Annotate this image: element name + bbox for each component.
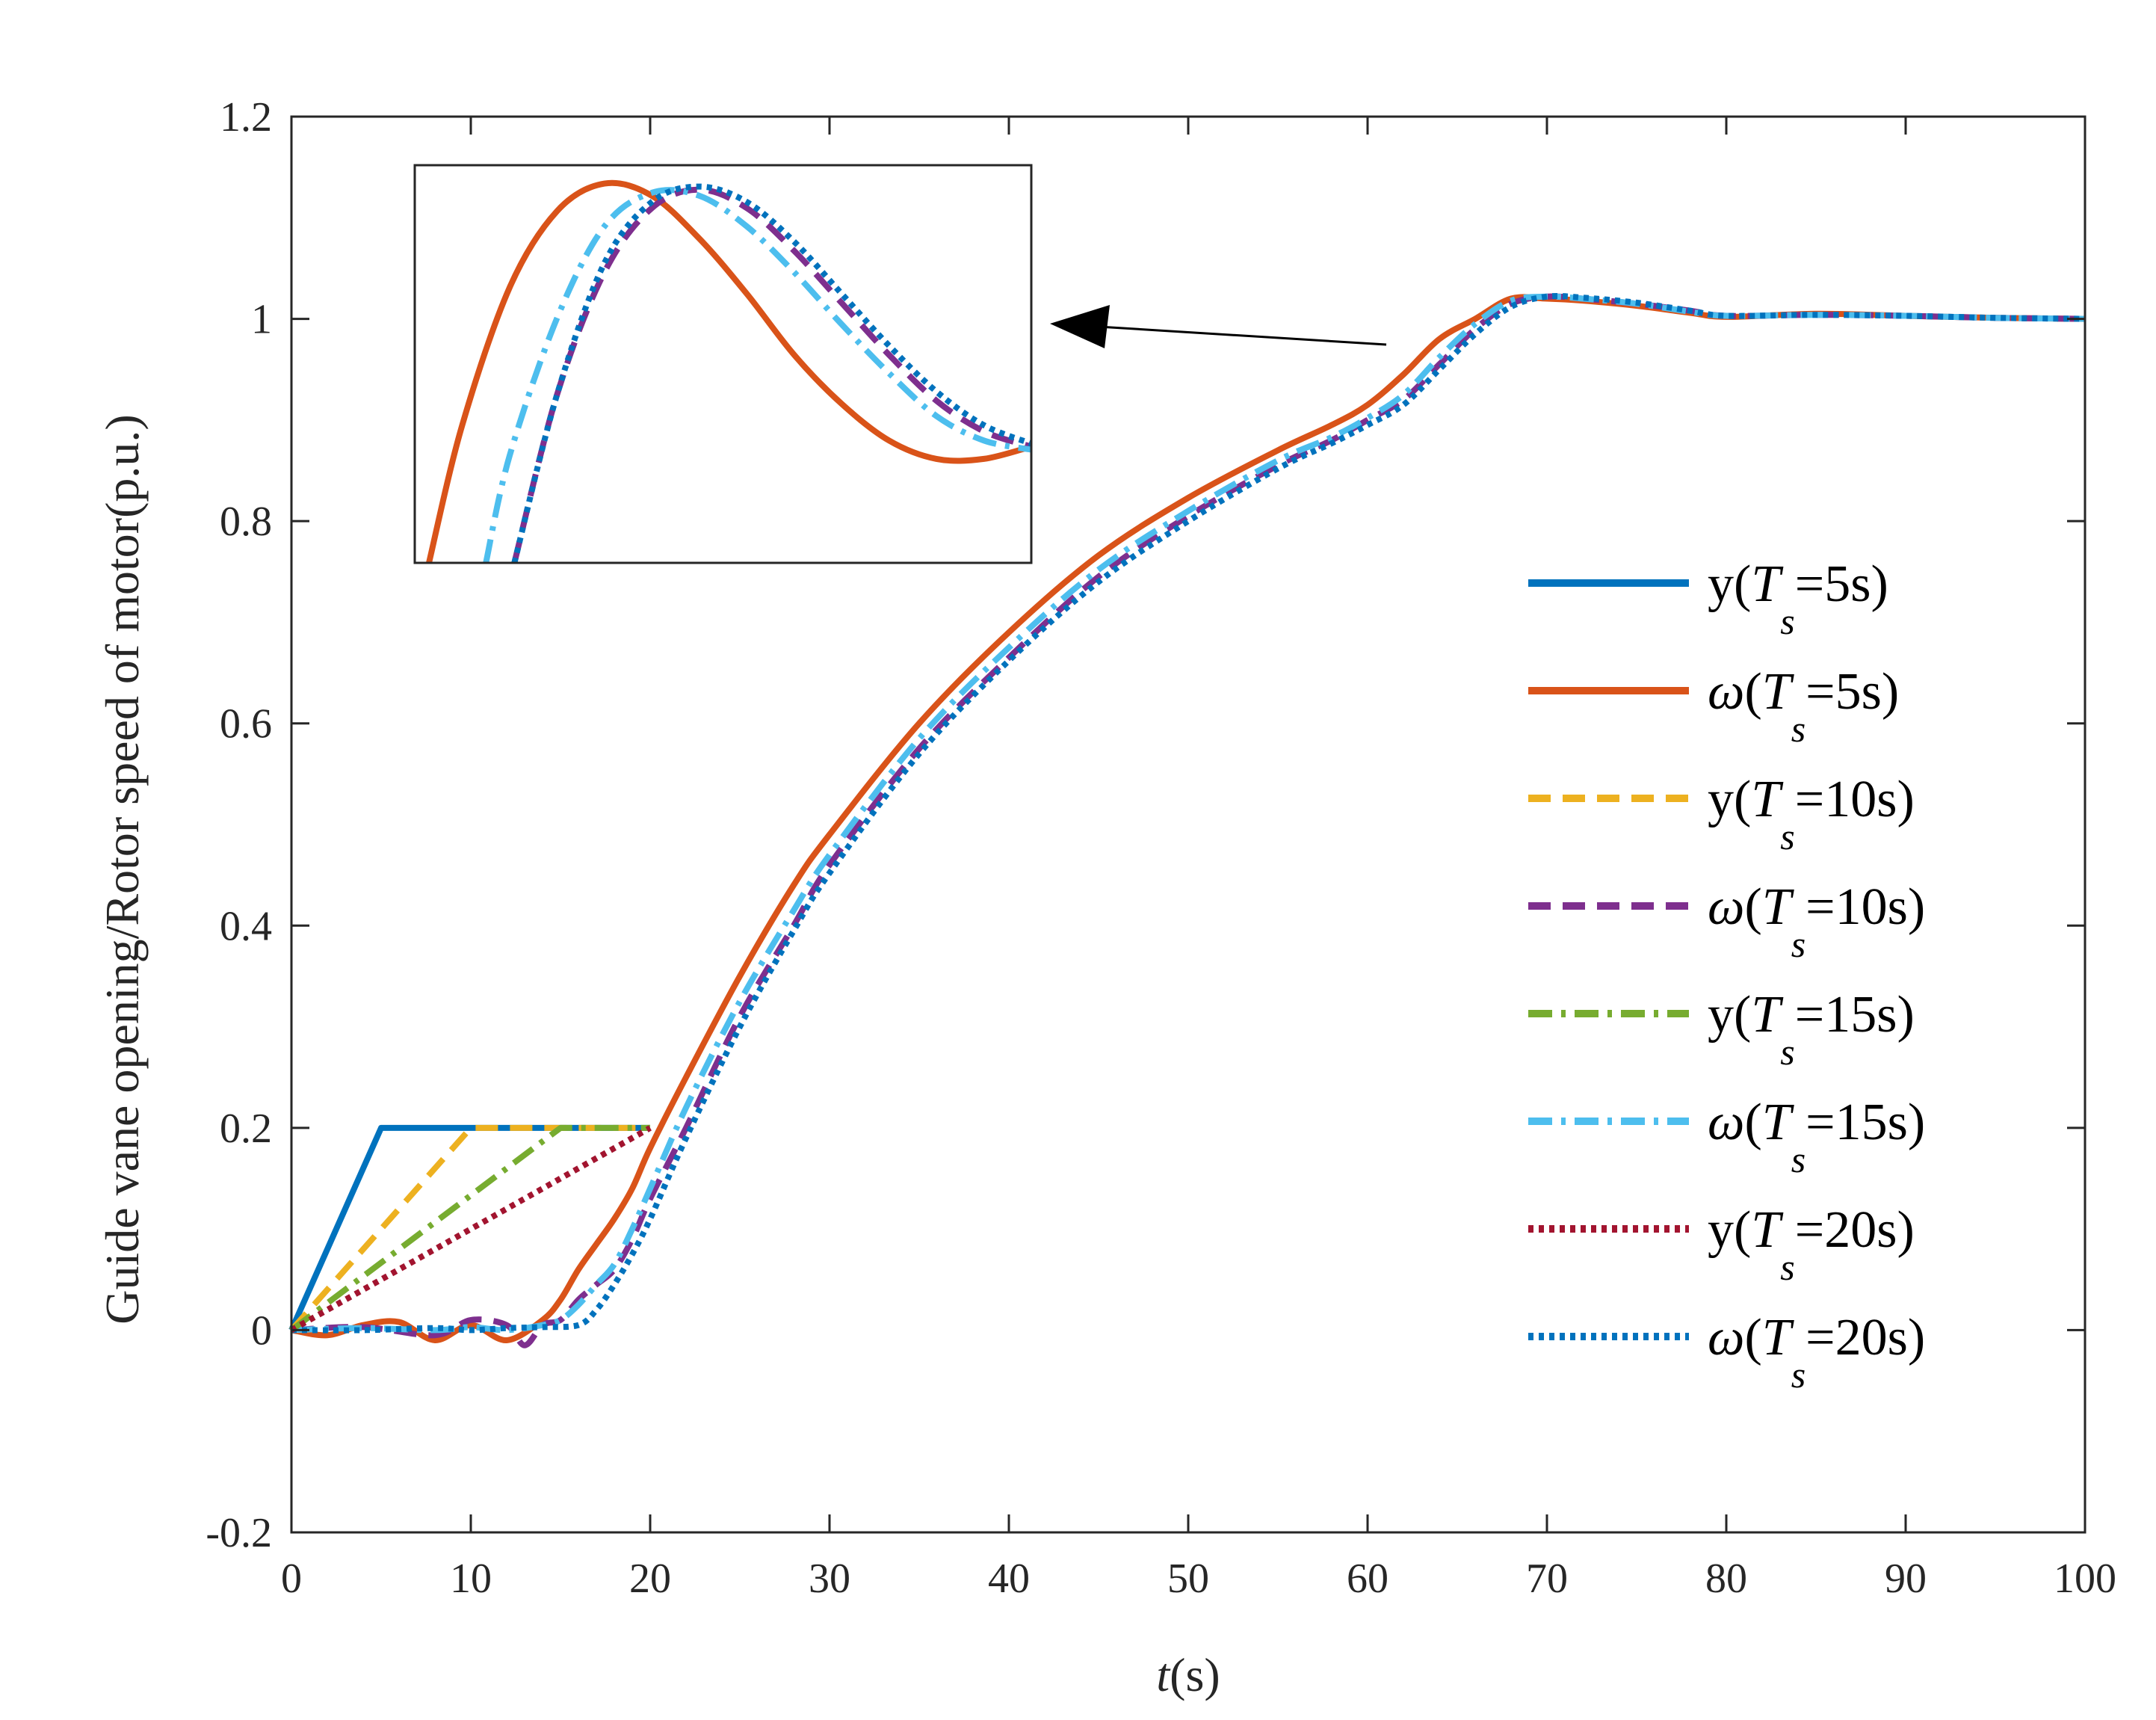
series-line-2 <box>289 1124 650 1333</box>
y-tick-label: 0.2 <box>220 1106 272 1152</box>
inset-layer <box>413 164 1033 564</box>
x-axis-label-var: t <box>1156 1648 1171 1701</box>
series-line-5 <box>291 293 2086 1334</box>
zoom-arrow-head <box>1050 305 1110 348</box>
legend-label-6: y(Ts=20s) <box>1708 1201 1915 1288</box>
legend-label-1: ω(Ts=5s) <box>1708 663 1899 750</box>
x-axis-label-unit: (s) <box>1170 1648 1220 1701</box>
zoom-arrow <box>1050 305 1387 348</box>
x-tick-label: 70 <box>1526 1556 1568 1602</box>
ticks-layer: 0 10 20 30 40 50 60 70 80 90 100-0.200.20.40.60.81… <box>206 94 2116 1602</box>
legend: y(Ts=5s) ω(Ts=5s) y(Ts=10s) ω(Ts=10s) y(Ts=1… <box>1528 555 1925 1396</box>
series-line-4 <box>289 1124 650 1333</box>
x-tick-label: 60 <box>1347 1556 1389 1602</box>
y-tick-label: 0.6 <box>220 701 272 748</box>
x-axis-label: t(s) <box>1156 1648 1220 1701</box>
inset-series-line-1 <box>511 186 1031 563</box>
y-tick-label: -0.2 <box>206 1510 272 1556</box>
legend-label-2: y(Ts=10s) <box>1708 771 1915 857</box>
y-tick-label: 0.4 <box>220 903 272 949</box>
x-tick-label: 0 <box>281 1556 302 1602</box>
inset-series-line-0 <box>426 179 1031 563</box>
inset-frame <box>413 164 1033 564</box>
series-layer <box>288 292 2086 1348</box>
legend-label-4: y(Ts=15s) <box>1708 986 1915 1073</box>
legend-label-7: ω(Ts=20s) <box>1708 1309 1925 1396</box>
inset-series-line-2 <box>483 187 1031 563</box>
series-line-7 <box>291 292 2086 1334</box>
x-tick-label: 80 <box>1705 1556 1747 1602</box>
inset-background <box>415 165 1031 563</box>
series-line-1 <box>291 294 2086 1343</box>
legend-label-5: ω(Ts=15s) <box>1708 1094 1925 1180</box>
x-tick-label: 90 <box>1885 1556 1927 1602</box>
inset-series <box>426 179 1031 563</box>
x-tick-label: 100 <box>2054 1556 2116 1602</box>
legend-label-0: y(Ts=5s) <box>1708 555 1888 642</box>
x-tick-label: 20 <box>629 1556 671 1602</box>
inset-series-line-3 <box>511 183 1031 563</box>
x-tick-label: 30 <box>809 1556 850 1602</box>
y-tick-label: 1.2 <box>220 94 272 141</box>
x-tick-label: 50 <box>1167 1556 1209 1602</box>
x-tick-label: 10 <box>450 1556 492 1602</box>
zoom-arrow-line <box>1098 325 1387 346</box>
y-tick-label: 0.8 <box>220 499 272 545</box>
x-tick-label: 40 <box>988 1556 1030 1602</box>
y-tick-label: 1 <box>251 297 272 343</box>
y-axis-label: Guide vane opening/Rotor speed of motor(… <box>96 414 149 1325</box>
y-tick-label: 0 <box>251 1307 272 1354</box>
legend-label-3: ω(Ts=10s) <box>1708 878 1925 965</box>
